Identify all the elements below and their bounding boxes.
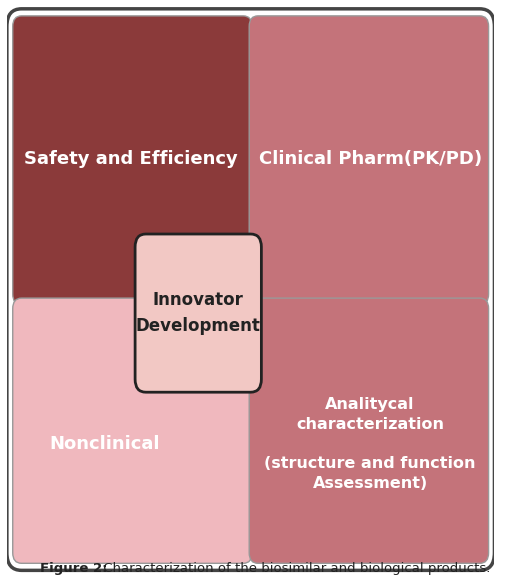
Text: Analitycal
characterization

(structure and function
Assessment): Analitycal characterization (structure a… bbox=[264, 397, 475, 491]
Text: Clinical Pharm(PK/PD): Clinical Pharm(PK/PD) bbox=[258, 150, 481, 168]
Text: Nonclinical: Nonclinical bbox=[49, 435, 159, 453]
Text: Figure 2:: Figure 2: bbox=[40, 562, 108, 575]
Text: Safety and Efficiency: Safety and Efficiency bbox=[24, 150, 238, 168]
FancyBboxPatch shape bbox=[13, 298, 251, 563]
FancyBboxPatch shape bbox=[248, 16, 488, 305]
Text: Innovator
Development: Innovator Development bbox=[135, 291, 260, 335]
FancyBboxPatch shape bbox=[135, 234, 261, 392]
Text: Characterization of the biosimilar and biological products.: Characterization of the biosimilar and b… bbox=[98, 562, 489, 575]
FancyBboxPatch shape bbox=[248, 298, 488, 563]
FancyBboxPatch shape bbox=[13, 16, 251, 305]
